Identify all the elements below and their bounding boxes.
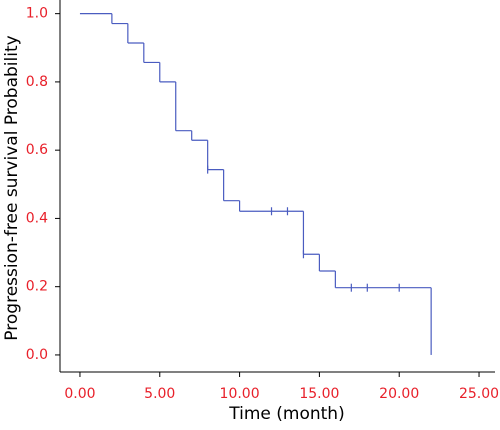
y-tick-label: 0.4 [26,210,48,226]
y-tick-label: 0.6 [26,142,48,158]
x-tick-label: 25.00 [459,386,499,402]
x-tick-label: 20.00 [379,386,419,402]
x-tick-label: 5.00 [144,386,175,402]
y-tick-label: 0.0 [26,347,48,363]
x-tick-label: 0.00 [64,386,95,402]
y-axis-title: Progression-free survival Probability [2,35,22,340]
y-tick-label: 1.0 [26,6,48,22]
x-tick-label: 15.00 [299,386,339,402]
y-tick-label: 0.8 [26,74,48,90]
x-axis-title: Time (month) [228,404,344,424]
x-tick-label: 10.00 [220,386,260,402]
y-tick-label: 0.2 [26,279,48,295]
